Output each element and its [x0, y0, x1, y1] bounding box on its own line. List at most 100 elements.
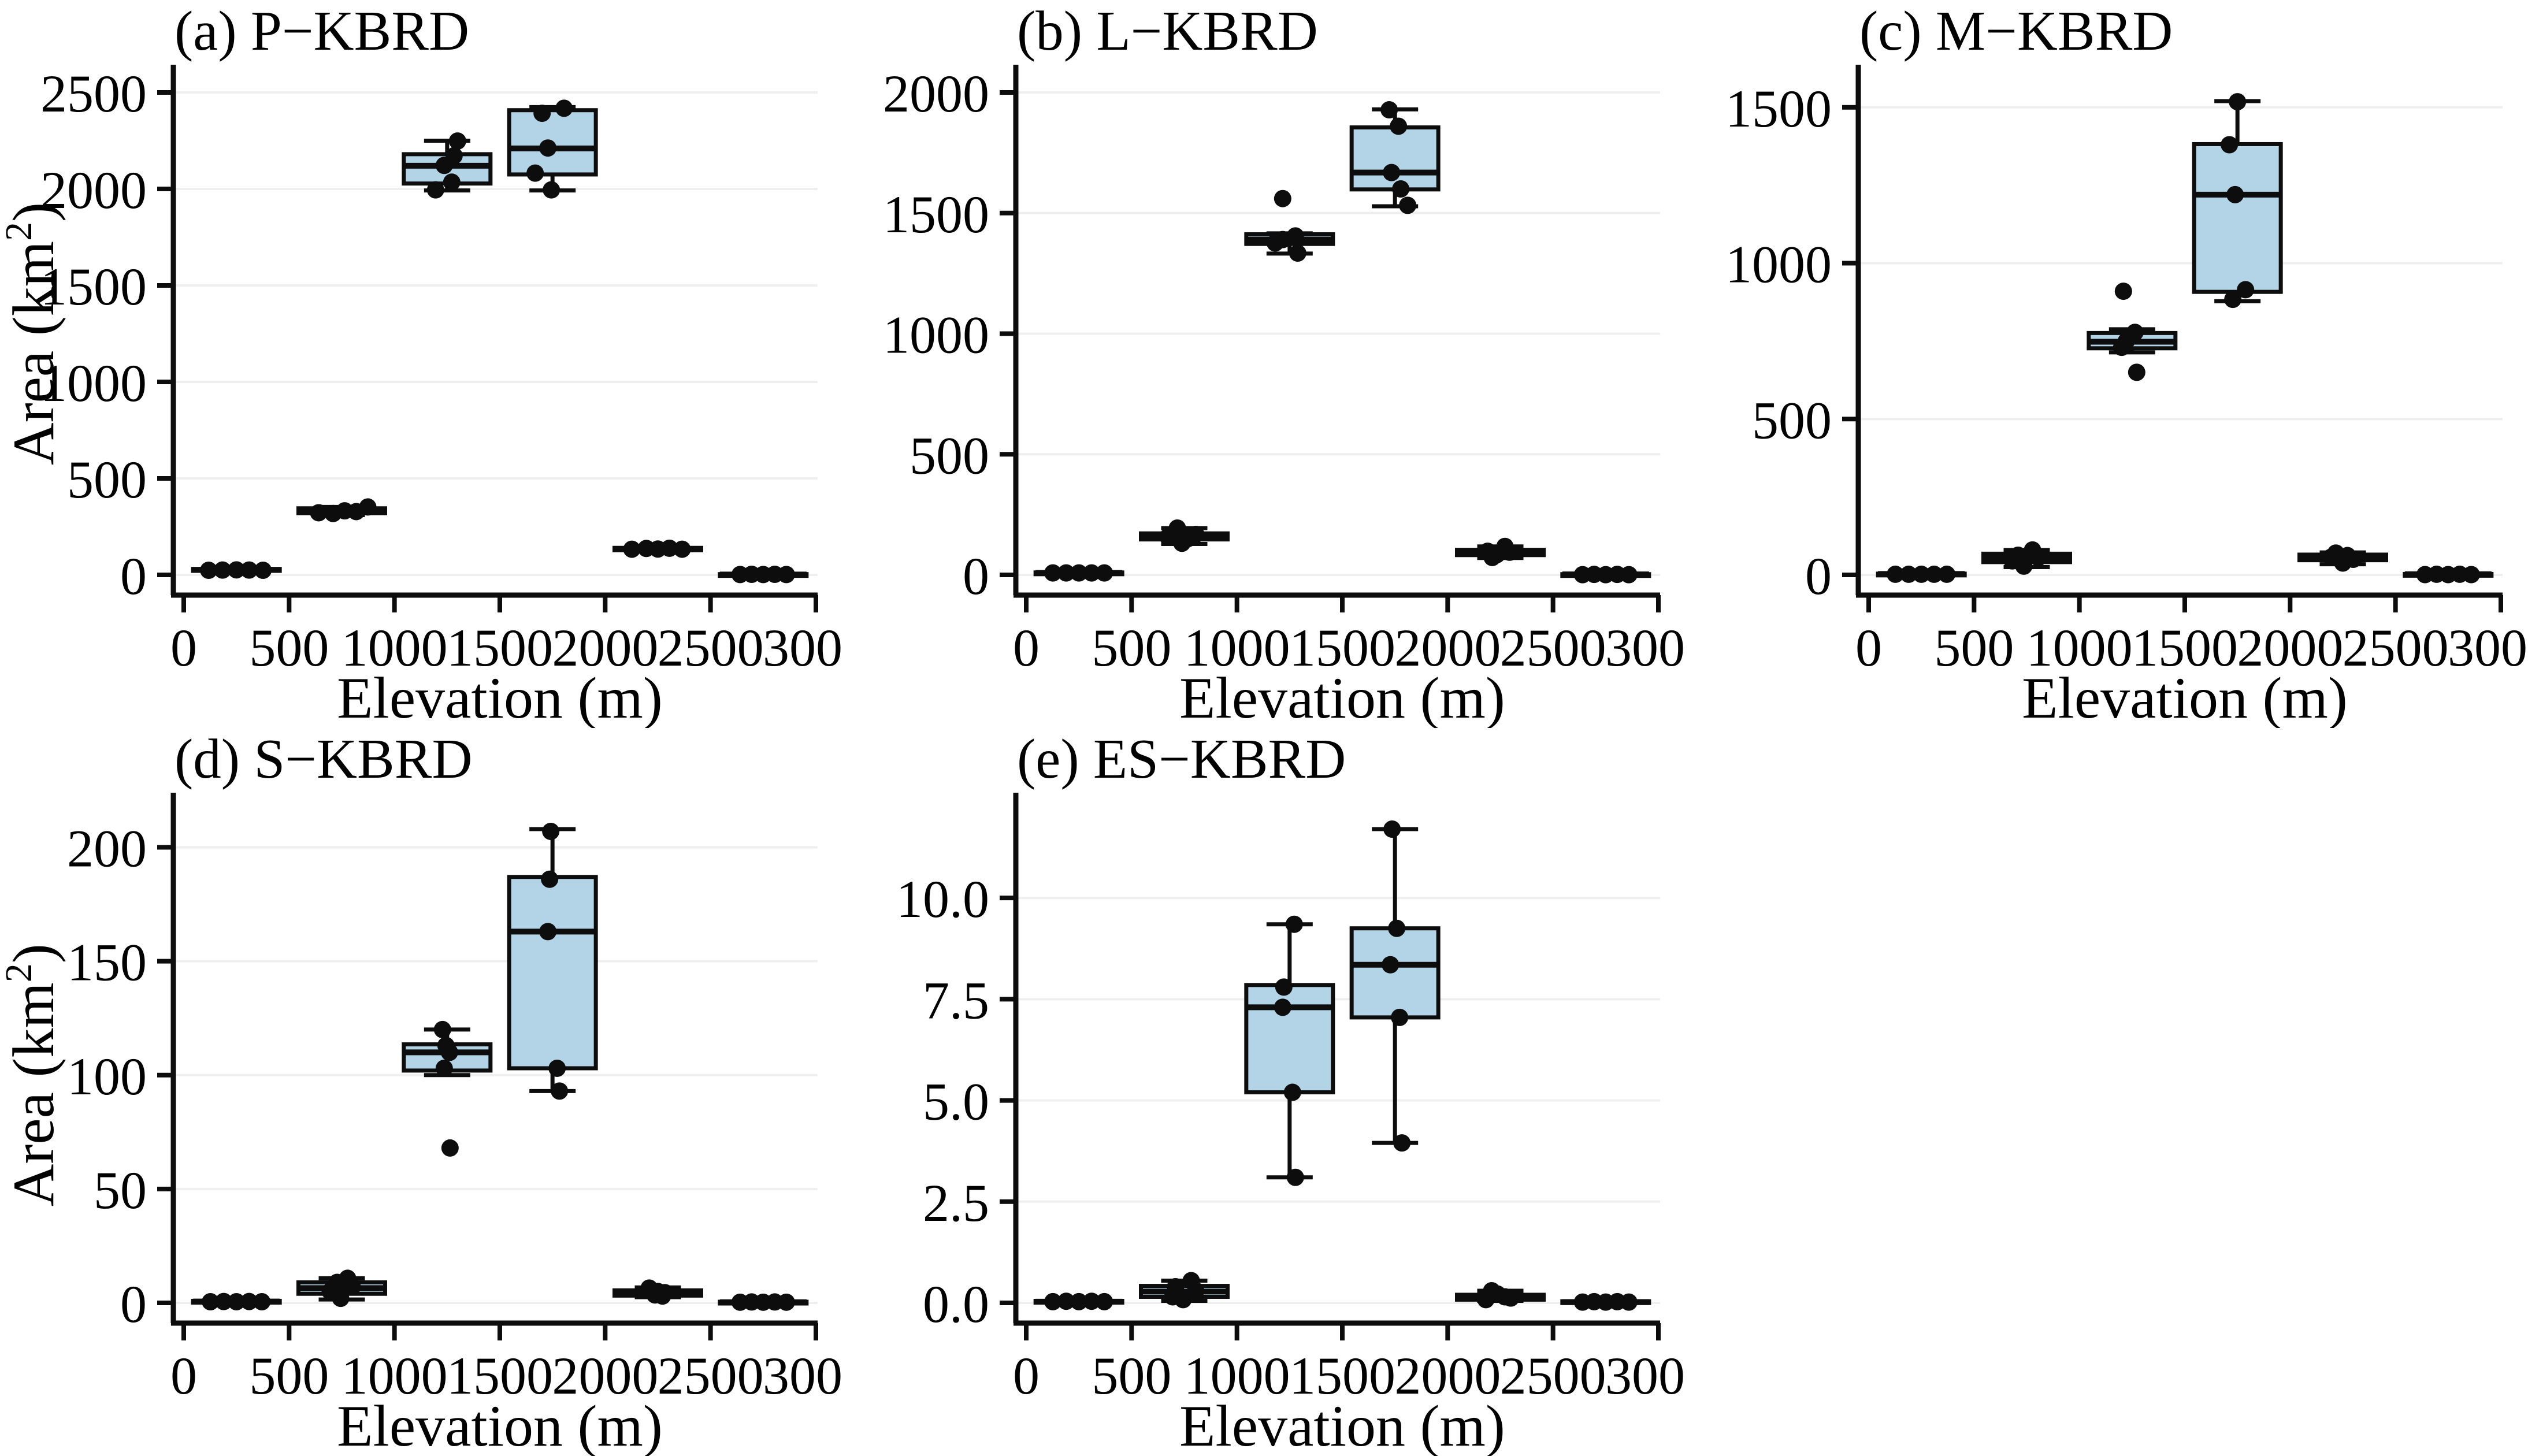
x-tick-label: 1000 — [341, 1346, 448, 1405]
y-tick-label: 1500 — [40, 257, 147, 316]
y-tick-label: 2000 — [40, 161, 147, 220]
panel-title: (a) P−KBRD — [175, 0, 469, 62]
panel-title: (c) M−KBRD — [1859, 0, 2173, 62]
x-axis-label: Elevation (m) — [337, 666, 663, 728]
data-point — [1096, 564, 1113, 582]
boxplot-elevation-2250 — [2297, 544, 2388, 572]
x-tick-label: 3000 — [1605, 1346, 1685, 1405]
data-point — [542, 822, 560, 840]
data-point — [1383, 164, 1401, 181]
x-tick-label: 1500 — [2132, 618, 2238, 677]
boxplot-elevation-1250 — [402, 1020, 493, 1157]
x-tick-label: 3000 — [763, 1346, 842, 1405]
data-point — [551, 1082, 569, 1100]
data-point — [673, 540, 691, 558]
x-tick-label: 500 — [1934, 618, 2014, 677]
box — [1244, 983, 1335, 1095]
data-point — [1275, 978, 1293, 996]
y-tick-label: 1500 — [883, 185, 989, 244]
data-point — [1070, 1292, 1088, 1310]
panel-title: (e) ES−KBRD — [1017, 728, 1346, 790]
data-point — [1380, 101, 1398, 119]
data-point — [2015, 557, 2033, 575]
y-tick-label: 0 — [120, 1275, 147, 1334]
y-tick-label: 200 — [67, 819, 147, 878]
boxplot-elevation-1750 — [507, 99, 598, 199]
x-tick-label: 1500 — [447, 618, 553, 677]
y-tick-label: 100 — [67, 1047, 147, 1106]
data-point — [433, 1020, 451, 1038]
boxplot-elevation-2750 — [2403, 565, 2494, 584]
x-axis-label: Elevation (m) — [2022, 666, 2348, 728]
data-point — [1274, 998, 1291, 1016]
x-tick-label: 0 — [1013, 618, 1040, 677]
data-point — [548, 1059, 566, 1077]
boxplot-elevation-1750 — [1349, 101, 1441, 214]
y-axis-label: Area (km2) — [0, 944, 66, 1206]
data-point — [1913, 565, 1931, 583]
boxplot-elevation-250 — [191, 1292, 282, 1311]
data-point — [2334, 554, 2352, 572]
data-point — [1057, 564, 1075, 582]
empty-cell — [1685, 728, 2528, 1456]
data-point — [1382, 956, 1400, 974]
x-tick-label: 2500 — [658, 618, 764, 677]
data-point — [2226, 185, 2244, 203]
data-point — [533, 105, 551, 122]
x-tick-label: 500 — [249, 618, 329, 677]
boxplot-elevation-2250 — [612, 1279, 703, 1305]
data-point — [777, 1293, 795, 1311]
data-point — [1900, 565, 1918, 583]
data-point — [2237, 281, 2255, 299]
box — [507, 108, 598, 177]
x-tick-label: 1500 — [1289, 618, 1395, 677]
data-point — [2229, 93, 2247, 111]
y-tick-label: 150 — [67, 933, 147, 992]
boxplot-elevation-250 — [191, 561, 282, 579]
data-point — [623, 540, 641, 558]
boxplot-elevation-750 — [296, 1269, 387, 1308]
x-axis-label: Elevation (m) — [1179, 666, 1505, 728]
x-tick-label: 2000 — [1394, 1346, 1501, 1405]
data-point — [228, 561, 246, 579]
data-point — [426, 181, 444, 199]
boxplot-elevation-250 — [1033, 564, 1124, 582]
data-point — [443, 173, 461, 191]
data-point — [1057, 1292, 1075, 1310]
x-tick-label: 1000 — [2026, 618, 2133, 677]
boxplot-elevation-2750 — [1560, 566, 1651, 584]
y-tick-label: 500 — [67, 450, 147, 509]
data-point — [2113, 339, 2130, 356]
boxplot-elevation-2250 — [612, 539, 703, 558]
y-tick-label: 0 — [120, 547, 147, 606]
box — [507, 875, 598, 1071]
data-point — [200, 561, 218, 579]
x-axis-label: Elevation (m) — [1179, 1394, 1505, 1456]
data-point — [2029, 549, 2047, 567]
boxplot-elevation-2750 — [718, 1293, 809, 1311]
data-point — [310, 504, 328, 522]
data-point — [1173, 534, 1191, 552]
data-point — [2221, 136, 2239, 154]
data-point — [1620, 566, 1638, 584]
data-point — [1887, 565, 1905, 583]
data-point — [214, 561, 232, 579]
data-point — [2224, 291, 2242, 309]
data-point — [240, 1292, 258, 1310]
data-point — [1620, 1293, 1638, 1311]
data-point — [1286, 1168, 1304, 1186]
data-point — [1925, 565, 1943, 583]
y-tick-label: 2000 — [883, 64, 989, 123]
boxplot-elevation-1250 — [1244, 190, 1335, 262]
x-tick-label: 500 — [249, 1346, 329, 1405]
y-tick-label: 1500 — [1725, 79, 1832, 138]
data-point — [435, 1059, 453, 1077]
data-point — [526, 164, 544, 182]
data-point — [1159, 528, 1177, 546]
y-tick-label: 1000 — [1725, 235, 1832, 294]
boxplot-elevation-2250 — [1455, 1282, 1546, 1309]
x-tick-label: 1000 — [1184, 618, 1290, 677]
data-point — [543, 181, 560, 199]
boxplot-elevation-1250 — [402, 132, 493, 199]
